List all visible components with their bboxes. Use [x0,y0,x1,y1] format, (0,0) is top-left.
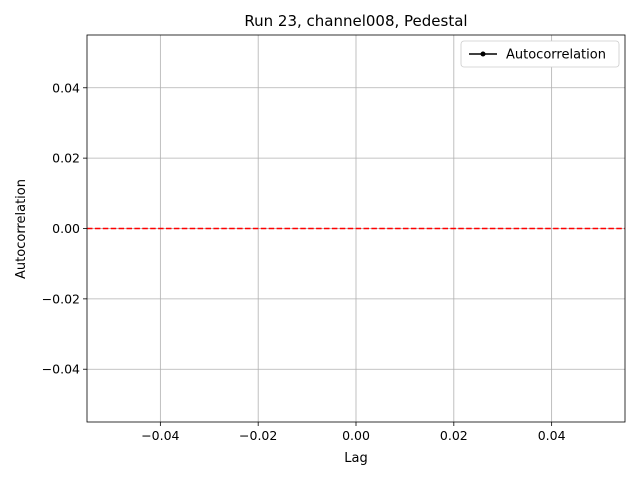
x-tick-label: 0.02 [440,428,468,443]
x-tick-label: −0.02 [239,428,277,443]
y-tick-label: 0.00 [52,221,80,236]
y-tick-label: 0.04 [52,80,80,95]
y-tick-label: −0.04 [42,362,80,377]
y-tick-label: 0.02 [52,151,80,166]
plot-frame [86,34,626,423]
x-tick-label: 0.04 [538,428,566,443]
x-tick-label: 0.00 [342,428,370,443]
y-tick-label: −0.02 [42,291,80,306]
x-tick-label: −0.04 [141,428,179,443]
chart-title: Run 23, channel008, Pedestal [244,12,467,30]
y-axis-label: Autocorrelation [14,179,29,279]
legend-box [460,40,620,68]
x-axis-label: Lag [344,451,367,466]
legend-marker [480,51,486,57]
legend-label: Autocorrelation [506,48,606,63]
